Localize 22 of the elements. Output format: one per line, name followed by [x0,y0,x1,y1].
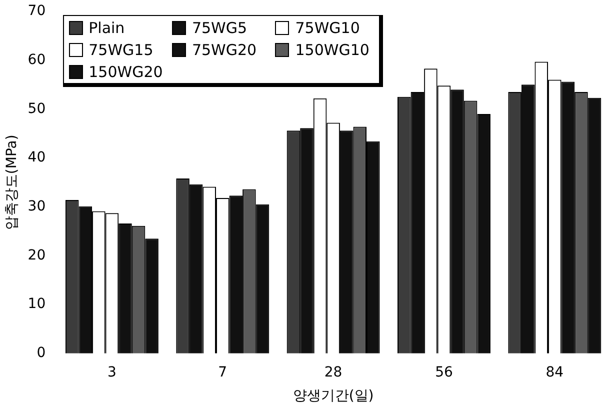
x-tick-label: 3 [107,364,116,380]
y-tick-label: 0 [36,345,46,362]
y-tick-label: 10 [28,296,46,312]
legend-label: Plain [88,19,125,38]
y-tick-label: 60 [28,52,46,68]
y-tick-label: 20 [28,247,46,264]
x-tick-label: 28 [324,364,342,380]
x-tick-label: 7 [218,364,228,380]
legend-label: 75WG10 [295,19,360,38]
y-tick-label: 30 [28,198,46,214]
legend-label: 75WG15 [88,41,154,60]
x-axis-title: 양생기간(일) [292,388,374,404]
legend-label: 75WG20 [192,41,257,60]
legend-label: 75WG5 [192,19,248,38]
legend-label: 150WG10 [295,41,370,60]
legend-label: 150WG20 [88,63,163,82]
y-tick-label: 50 [28,100,46,117]
x-tick-label: 84 [546,364,564,380]
y-tick-label: 40 [28,150,46,166]
y-tick-label: 70 [28,3,46,20]
y-axis-title: 압축강도(MPa) [4,134,20,230]
x-tick-label: 56 [435,364,453,380]
